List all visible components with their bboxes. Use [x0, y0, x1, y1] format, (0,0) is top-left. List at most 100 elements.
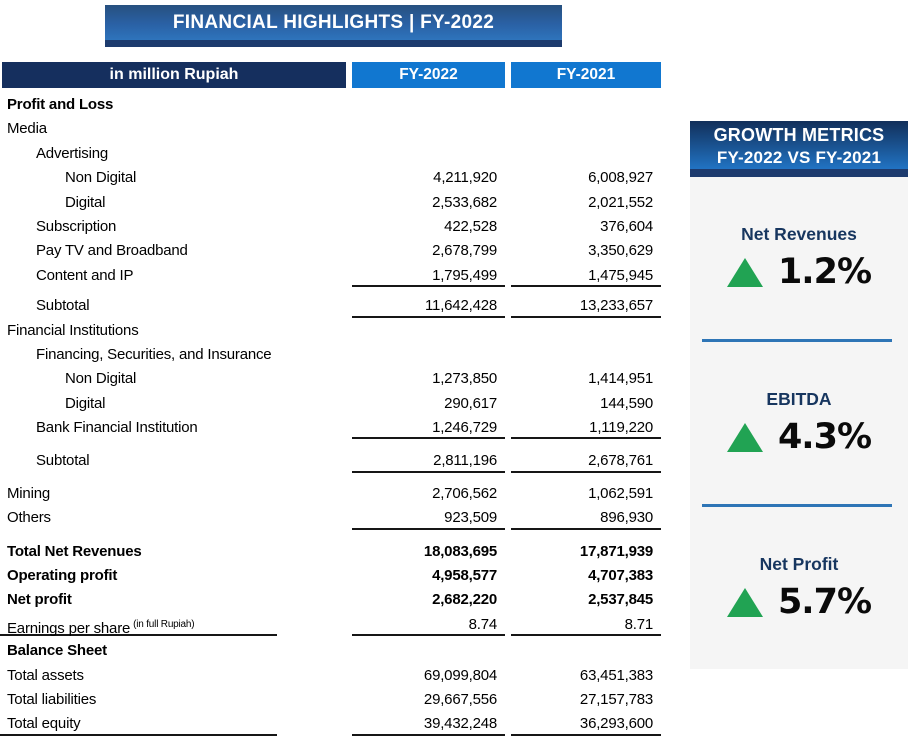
table-row: Pay TV and Broadband 2,678,799 3,350,629 [0, 238, 661, 262]
row-value-fy2022: 2,682,220 [432, 591, 497, 609]
row-value-fy2022: 18,083,695 [423, 542, 497, 560]
table-row: Bank Financial Institution 1,246,729 1,119… [0, 415, 661, 440]
table-row: Digital 2,533,682 2,021,552 [0, 190, 661, 214]
row-value-fy2021: 27,157,783 [579, 690, 653, 708]
metric-row: 5.7% [726, 582, 872, 622]
row-value-fy2021: 376,604 [600, 217, 653, 235]
row-value-fy2022 [352, 318, 505, 342]
row-value-fy2021: 2,678,761 [511, 448, 661, 473]
row-value-fy2021 [511, 638, 661, 662]
row-value-fy2022: 422,528 [444, 217, 497, 235]
row-value-fy2021: 2,021,552 [588, 193, 653, 211]
row-value-fy2021: 1,475,945 [511, 263, 661, 288]
row-value-fy2022: 1,795,499 [352, 263, 505, 288]
row-value-fy2021 [511, 92, 661, 116]
row-label: Non Digital [65, 370, 137, 388]
row-label: Total equity [0, 711, 352, 736]
metric-value: 5.7% [777, 582, 872, 622]
row-label: Mining [7, 484, 50, 502]
table-row: Profit and Loss [0, 92, 661, 116]
metric-value: 4.3% [777, 417, 872, 457]
row-label: Financing, Securities, and Insurance [36, 345, 272, 363]
row-label: Balance Sheet [7, 642, 107, 660]
row-value-fy2022: 2,533,682 [432, 193, 497, 211]
metric-label: Net Revenues [741, 224, 857, 244]
page-title: FINANCIAL HIGHLIGHTS | FY-2022 [105, 5, 562, 47]
table-row: Total liabilities 29,667,556 27,157,783 [0, 687, 661, 711]
row-value-fy2021 [511, 116, 661, 140]
row-value-fy2021: 17,871,939 [579, 542, 653, 560]
row-value-fy2022: 11,642,428 [352, 293, 505, 318]
up-arrow-icon [726, 422, 763, 452]
row-value-fy2021: 1,062,591 [588, 484, 653, 502]
row-value-fy2021: 13,233,657 [511, 293, 661, 318]
growth-metrics-subtitle: FY-2022 VS FY-2021 [716, 148, 882, 167]
row-label: Bank Financial Institution [36, 419, 198, 437]
table-row: Mining 2,706,562 1,062,591 [0, 481, 661, 505]
row-value-fy2022: 8.74 [352, 612, 505, 637]
row-value-fy2022: 2,678,799 [432, 242, 497, 260]
row-value-fy2022: 4,958,577 [432, 567, 497, 585]
table-header-units: in million Rupiah [2, 62, 346, 88]
row-label: Net profit [7, 591, 72, 609]
table-rows: Profit and Loss Media Advertising Non Digit… [0, 92, 661, 736]
row-value-fy2021: 1,119,220 [511, 415, 661, 440]
row-value-fy2022 [352, 342, 505, 366]
row-label-superscript: (in full Rupiah) [133, 618, 195, 630]
up-arrow-icon [726, 257, 763, 287]
row-value-fy2021: 63,451,383 [579, 666, 653, 684]
row-value-fy2022: 39,432,248 [352, 711, 505, 736]
row-value-fy2021: 2,537,845 [588, 591, 653, 609]
row-value-fy2021: 8.71 [511, 612, 661, 637]
growth-metrics-panel: Net Revenues 1.2% EBITDA 4.3% Net Profit… [690, 177, 908, 669]
row-value-fy2022: 2,706,562 [432, 484, 497, 502]
table-row: Others 923,509 896,930 [0, 505, 661, 530]
row-label: Subscription [36, 217, 117, 235]
row-value-fy2021 [511, 141, 661, 165]
row-value-fy2022: 29,667,556 [423, 690, 497, 708]
row-value-fy2021 [511, 342, 661, 366]
row-label: Advertising [36, 144, 109, 162]
metric-value: 1.2% [777, 252, 872, 292]
table-row: Earnings per share (in full Rupiah) 8.74 8.… [0, 611, 661, 637]
table-row: Non Digital 1,273,850 1,414,951 [0, 366, 661, 390]
row-label: Total Net Revenues [7, 542, 142, 560]
metric-label: EBITDA [766, 389, 832, 409]
table-row: Financial Institutions [0, 318, 661, 342]
row-value-fy2021: 896,930 [511, 505, 661, 530]
table-row: Total equity 39,432,248 36,293,600 [0, 711, 661, 736]
row-label: Others [7, 509, 51, 527]
row-value-fy2022: 1,246,729 [352, 415, 505, 440]
growth-metrics-title: GROWTH METRICS [713, 125, 885, 145]
table-row: Non Digital 4,211,920 6,008,927 [0, 165, 661, 189]
table-row: Digital 290,617 144,590 [0, 391, 661, 415]
table-row: Total Net Revenues 18,083,695 17,871,939 [0, 539, 661, 563]
metric-row: 1.2% [726, 252, 872, 292]
row-label: Subtotal [36, 297, 90, 315]
row-label: Media [7, 120, 47, 138]
growth-metrics-header: GROWTH METRICS FY-2022 VS FY-2021 [690, 121, 908, 177]
row-label: Subtotal [36, 452, 90, 470]
row-value-fy2022 [352, 638, 505, 662]
row-label: Content and IP [36, 266, 134, 284]
table-row: Subscription 422,528 376,604 [0, 214, 661, 238]
row-label: Total assets [7, 666, 84, 684]
table-row: Subtotal 2,811,196 2,678,761 [0, 448, 661, 473]
row-label: Digital [65, 394, 106, 412]
table-header-fy2022: FY-2022 [352, 62, 505, 88]
row-value-fy2022 [352, 92, 505, 116]
row-value-fy2021: 3,350,629 [588, 242, 653, 260]
table-row: Balance Sheet [0, 638, 661, 662]
row-value-fy2022: 1,273,850 [432, 370, 497, 388]
panel-divider [702, 339, 892, 342]
metric-row: 4.3% [726, 417, 872, 457]
row-value-fy2022: 2,811,196 [352, 448, 505, 473]
row-label: Pay TV and Broadband [36, 242, 188, 260]
row-value-fy2021 [511, 318, 661, 342]
row-label: Digital [65, 193, 106, 211]
table-row: Subtotal 11,642,428 13,233,657 [0, 293, 661, 318]
table-header-fy2021: FY-2021 [511, 62, 661, 88]
row-label: Financial Institutions [7, 321, 139, 339]
row-value-fy2022: 923,509 [352, 505, 505, 530]
